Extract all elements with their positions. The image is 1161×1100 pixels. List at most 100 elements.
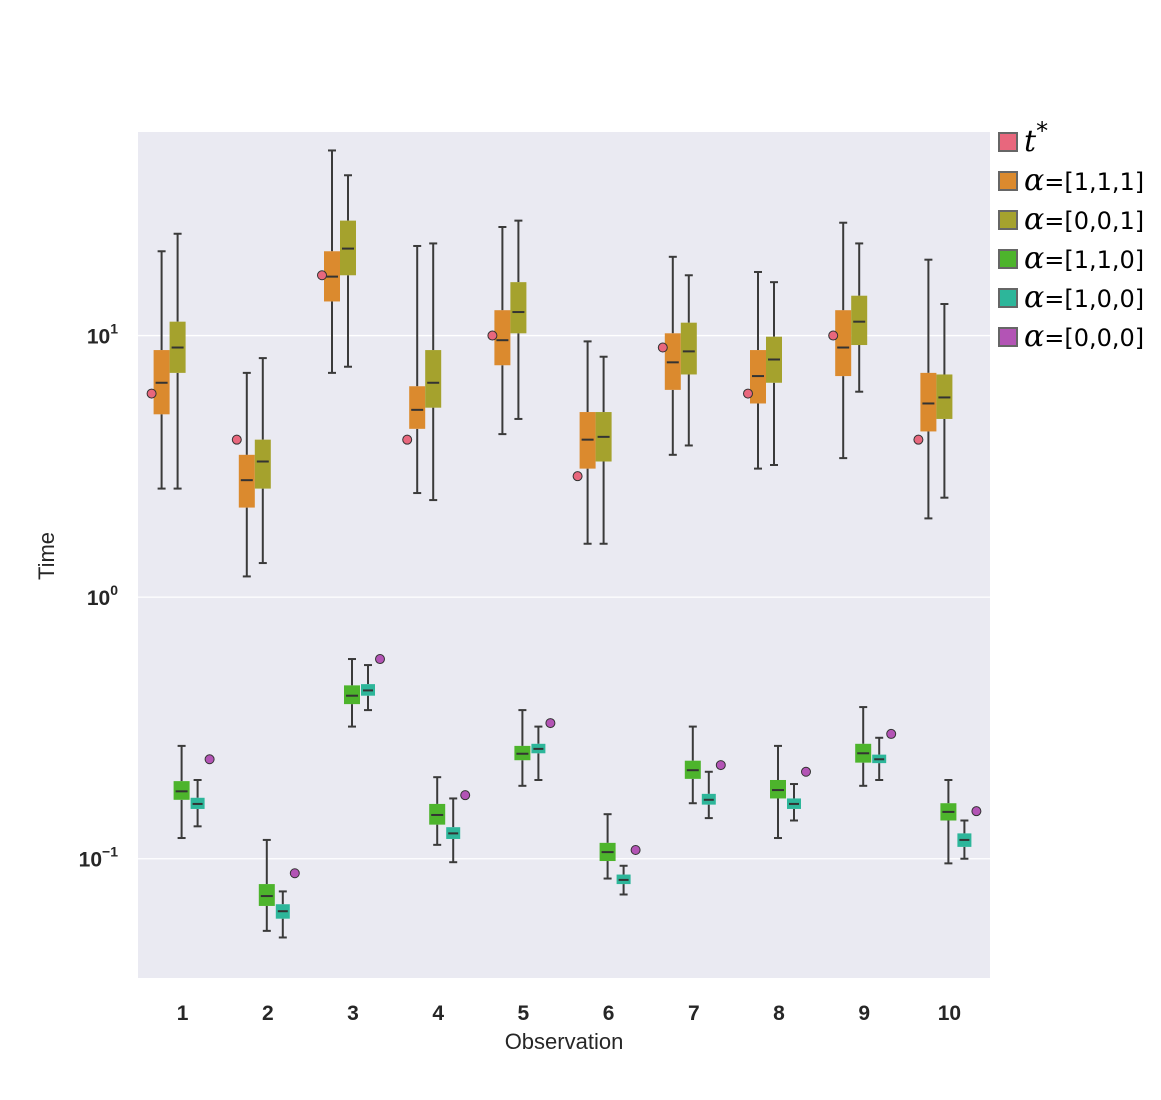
point-markers — [146, 270, 982, 879]
legend-superscript: * — [1036, 117, 1048, 145]
box — [835, 310, 852, 377]
legend-text: =[1,0,0] — [1044, 285, 1144, 313]
box — [680, 322, 697, 375]
box-group — [514, 709, 531, 787]
box-group — [750, 270, 766, 470]
legend-swatch — [998, 327, 1018, 347]
legend-text: =[1,1,0] — [1044, 246, 1144, 274]
box-group — [851, 242, 868, 393]
box-group — [770, 744, 786, 840]
x-tick-label: 4 — [432, 1002, 444, 1025]
box-group — [684, 725, 701, 805]
legend-text: =[0,0,1] — [1044, 207, 1144, 235]
legend-symbol: α — [1024, 280, 1044, 315]
box-group — [872, 736, 887, 781]
legend-item-a000: α=[0,0,0] — [998, 319, 1144, 354]
box-group — [169, 232, 186, 490]
y-tick-label: 100 — [87, 582, 118, 610]
legend-label: t* — [1024, 117, 1048, 159]
box-group — [595, 355, 612, 545]
alpha-000-point — [460, 790, 471, 801]
t-star-point — [402, 434, 413, 445]
legend-item-a110: α=[1,1,0] — [998, 241, 1144, 276]
box-group — [510, 219, 527, 420]
y-tick-labels: 10−1 100 101 — [79, 321, 119, 872]
box — [920, 372, 937, 432]
alpha-000-point — [289, 868, 300, 879]
box-group — [701, 770, 716, 820]
box — [851, 295, 868, 346]
alpha-000-point — [204, 754, 215, 765]
box-group — [579, 340, 596, 545]
t-star-point — [231, 434, 242, 445]
box-group — [664, 255, 681, 456]
alpha-000-point — [886, 728, 897, 739]
box-group — [254, 357, 271, 565]
y-tick-label: 101 — [87, 321, 118, 349]
legend-label: α=[0,0,0] — [1024, 319, 1144, 354]
x-tick-label: 3 — [347, 1002, 359, 1025]
legend-symbol: t — [1024, 124, 1037, 159]
y-axis-label: Time — [34, 532, 59, 580]
box-group — [957, 819, 972, 860]
legend-item-a111: α=[1,1,1] — [998, 163, 1144, 198]
box — [409, 386, 426, 429]
box-group — [599, 813, 616, 880]
box — [510, 282, 527, 334]
legend-symbol: α — [1024, 319, 1044, 354]
box-group — [940, 778, 957, 865]
box-group — [344, 658, 360, 728]
legend-swatch — [998, 171, 1018, 191]
alpha-000-point — [630, 844, 641, 855]
box-group — [190, 778, 205, 828]
legend: t*α=[1,1,1]α=[0,0,1]α=[1,1,0]α=[1,0,0]α=… — [998, 117, 1144, 354]
box-group — [275, 890, 290, 939]
box-group — [361, 664, 375, 712]
t-star-point — [146, 388, 157, 399]
legend-swatch — [998, 210, 1018, 230]
x-tick-label: 10 — [938, 1002, 961, 1025]
alpha-000-point — [715, 760, 726, 771]
legend-label: α=[1,0,0] — [1024, 280, 1144, 315]
legend-text: =[0,0,0] — [1044, 324, 1144, 352]
legend-symbol: α — [1024, 241, 1044, 276]
box-group — [409, 244, 426, 495]
box-group — [835, 221, 852, 460]
legend-label: α=[0,0,1] — [1024, 202, 1144, 237]
box-group — [680, 274, 697, 447]
legend-item-a001: α=[0,0,1] — [998, 202, 1144, 237]
legend-swatch — [998, 249, 1018, 269]
box-group — [425, 242, 442, 502]
box — [238, 454, 255, 508]
box-group — [340, 174, 356, 368]
box-group — [920, 258, 937, 520]
box-group — [616, 864, 631, 896]
box — [494, 310, 511, 366]
legend-item-tstar: t* — [998, 117, 1048, 159]
t-star-point — [743, 388, 753, 399]
legend-swatch — [998, 288, 1018, 308]
box-group — [494, 226, 511, 436]
box — [425, 350, 442, 408]
x-tick-label: 8 — [773, 1002, 785, 1025]
box-group — [173, 744, 190, 840]
box-group — [238, 371, 255, 578]
x-axis-label: Observation — [505, 1029, 624, 1054]
x-tick-label: 5 — [518, 1002, 530, 1025]
t-star-point — [487, 330, 498, 341]
x-tick-label: 1 — [177, 1002, 189, 1025]
box-group — [258, 838, 275, 932]
box-group — [324, 149, 340, 374]
t-star-point — [657, 342, 668, 353]
box-group — [855, 706, 872, 787]
box-group — [766, 281, 782, 467]
boxes-layer — [153, 149, 972, 939]
x-tick-label: 6 — [603, 1002, 615, 1025]
legend-symbol: α — [1024, 202, 1044, 237]
alpha-000-point — [801, 766, 811, 777]
box-group — [531, 725, 546, 781]
y-tick-label: 10−1 — [79, 844, 119, 872]
x-tick-label: 9 — [858, 1002, 870, 1025]
box — [254, 439, 271, 489]
